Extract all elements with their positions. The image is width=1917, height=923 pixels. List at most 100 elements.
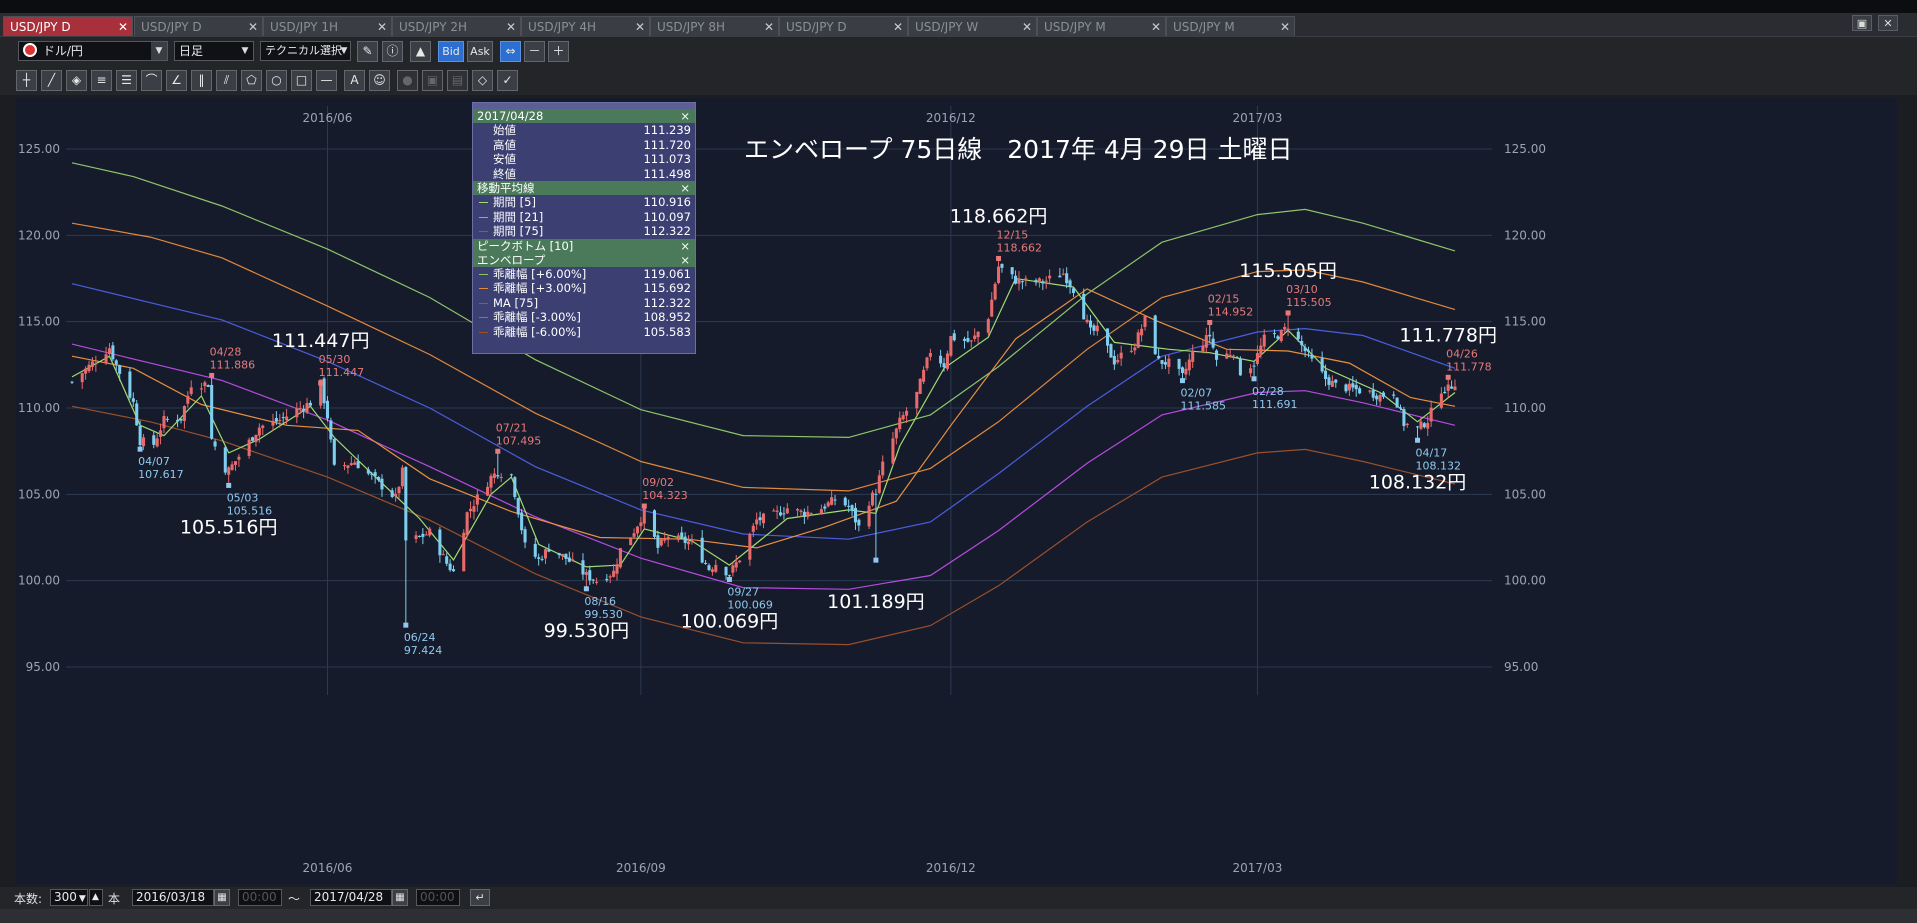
close-tab-icon[interactable]: ✕: [247, 20, 258, 34]
chevron-down-icon: ▼: [241, 46, 249, 56]
zoom-out-icon[interactable]: －: [524, 41, 545, 62]
start-date-input[interactable]: 2016/03/18: [132, 889, 214, 906]
series-color-swatch: [479, 216, 488, 218]
ask-button[interactable]: Ask: [467, 41, 493, 62]
info-box-grip[interactable]: [473, 103, 695, 109]
price-callout: 111.447円: [272, 330, 370, 352]
crosshair-icon[interactable]: ┼: [16, 70, 37, 91]
close-icon[interactable]: ×: [680, 238, 690, 253]
calendar-icon[interactable]: ▦: [392, 889, 408, 906]
tab-usdjpy-m-2[interactable]: USD/JPY M ✕: [1166, 16, 1295, 36]
candle-body: [472, 506, 476, 512]
symbol-select[interactable]: ドル/円 ▼: [18, 41, 168, 61]
text-icon[interactable]: A: [344, 70, 365, 91]
info-row-label: 乖離幅 [+3.00%]: [493, 281, 587, 295]
technical-select[interactable]: テクニカル選択 ▼: [260, 41, 351, 61]
tab-usdjpy-m[interactable]: USD/JPY M ✕: [1037, 16, 1166, 36]
price-chart[interactable]: 125.00 125.00 120.00 120.00 115.00 115.00 110.…: [16, 98, 1897, 885]
close-tab-icon[interactable]: ✕: [634, 20, 645, 34]
close-window-icon[interactable]: ✕: [1878, 15, 1898, 31]
circle-icon[interactable]: ○: [266, 70, 287, 91]
vlines-icon[interactable]: ‖: [191, 70, 212, 91]
rectangle-icon[interactable]: □: [291, 70, 312, 91]
candle-body: [663, 538, 667, 541]
eraser-2-icon[interactable]: ◇: [472, 70, 493, 91]
marker-value-label: 105.516: [227, 504, 273, 517]
candle-body: [370, 473, 374, 475]
tool-a-icon[interactable]: ●: [397, 70, 418, 91]
tab-usdjpy-d-2[interactable]: USD/JPY D ✕: [779, 16, 908, 36]
tab-usdjpy-4h[interactable]: USD/JPY 4H ✕: [521, 16, 650, 36]
y-tick-label-right: 100.00: [1504, 574, 1546, 588]
tab-usdjpy-w[interactable]: USD/JPY W ✕: [908, 16, 1037, 36]
candle-body: [142, 437, 146, 447]
candle-body: [1167, 358, 1171, 368]
tool-b-icon[interactable]: ▣: [422, 70, 443, 91]
close-tab-icon[interactable]: ✕: [117, 20, 128, 34]
eraser-icon[interactable]: ◈: [66, 70, 87, 91]
chart-area[interactable]: 125.00 125.00 120.00 120.00 115.00 115.00 110.…: [16, 98, 1897, 885]
candle-body: [1020, 281, 1024, 283]
end-time-input[interactable]: 00:00: [416, 889, 460, 906]
scale-icon[interactable]: ⇔: [500, 41, 521, 62]
tab-usdjpy-2h[interactable]: USD/JPY 2H ✕: [392, 16, 521, 36]
timeframe-select[interactable]: 日足 ▼: [174, 41, 254, 61]
tab-usdjpy-d[interactable]: USD/JPY D ✕: [134, 16, 263, 36]
pentagon-icon[interactable]: ⬠: [241, 70, 262, 91]
candle-body: [796, 509, 800, 511]
close-tab-icon[interactable]: ✕: [505, 20, 516, 34]
trendline-icon[interactable]: ╱: [41, 70, 62, 91]
tab-usdjpy-d-active[interactable]: USD/JPY D ✕: [3, 16, 133, 36]
icon-stamp-icon[interactable]: ☺: [369, 70, 390, 91]
candle-body: [390, 490, 394, 497]
candle-body: [251, 437, 255, 441]
marker-value-label: 107.617: [138, 468, 184, 481]
hlines-icon[interactable]: ≡: [91, 70, 112, 91]
pen-icon[interactable]: ✎: [357, 41, 378, 62]
candle-body: [356, 461, 360, 469]
x-tick-label-top: 2016/06: [303, 111, 353, 125]
info-row-label: 乖離幅 [-3.00%]: [493, 310, 581, 324]
indicator-info-box[interactable]: 2017/04/28 × 始値 111.239 高値 111.720 安値 111.073…: [472, 102, 696, 354]
multi-hlines-icon[interactable]: ☰: [116, 70, 137, 91]
candle-body: [819, 509, 823, 515]
tool-d-icon[interactable]: ✓: [497, 70, 518, 91]
maximize-icon[interactable]: ▣: [1852, 15, 1872, 31]
close-tab-icon[interactable]: ✕: [376, 20, 387, 34]
chart-type-icon[interactable]: ▲: [410, 41, 431, 62]
tool-c-icon[interactable]: ▤: [447, 70, 468, 91]
peak-title-row: ピークボトム [10] ×: [473, 238, 695, 253]
candle-body: [114, 360, 118, 365]
count-input[interactable]: 300 ▼: [50, 889, 88, 906]
bid-button[interactable]: Bid: [438, 41, 464, 62]
info-icon[interactable]: ⓘ: [382, 41, 403, 62]
close-tab-icon[interactable]: ✕: [1279, 20, 1290, 34]
arc-icon[interactable]: ⌒: [141, 70, 162, 91]
zoom-in-icon[interactable]: ＋: [548, 41, 569, 62]
channel-icon[interactable]: ⫽: [216, 70, 237, 91]
marker-value-label: 115.505: [1286, 296, 1332, 309]
y-tick-label-right: 115.00: [1504, 315, 1546, 329]
calendar-icon[interactable]: ▦: [214, 889, 230, 906]
close-icon[interactable]: ×: [680, 252, 690, 267]
close-tab-icon[interactable]: ✕: [1150, 20, 1161, 34]
return-icon[interactable]: ↵: [470, 889, 490, 906]
candle-body: [1306, 350, 1311, 352]
close-tab-icon[interactable]: ✕: [763, 20, 774, 34]
tab-usdjpy-1h[interactable]: USD/JPY 1H ✕: [263, 16, 392, 36]
fan-icon[interactable]: ∠: [166, 70, 187, 91]
peak-title: ピークボトム [10]: [477, 238, 574, 253]
count-up-button[interactable]: ▲: [89, 889, 103, 906]
tab-usdjpy-8h[interactable]: USD/JPY 8H ✕: [650, 16, 779, 36]
close-tab-icon[interactable]: ✕: [892, 20, 903, 34]
close-tab-icon[interactable]: ✕: [1021, 20, 1032, 34]
end-date-input[interactable]: 2017/04/28: [310, 889, 392, 906]
hline-icon[interactable]: —: [316, 70, 337, 91]
candle-body: [1286, 328, 1290, 330]
bottom-marker: [873, 557, 879, 563]
close-icon[interactable]: ×: [680, 109, 690, 123]
candle-body: [1024, 278, 1028, 281]
start-time-input[interactable]: 00:00: [238, 889, 282, 906]
close-icon[interactable]: ×: [680, 181, 690, 195]
candle-body: [1429, 407, 1433, 422]
